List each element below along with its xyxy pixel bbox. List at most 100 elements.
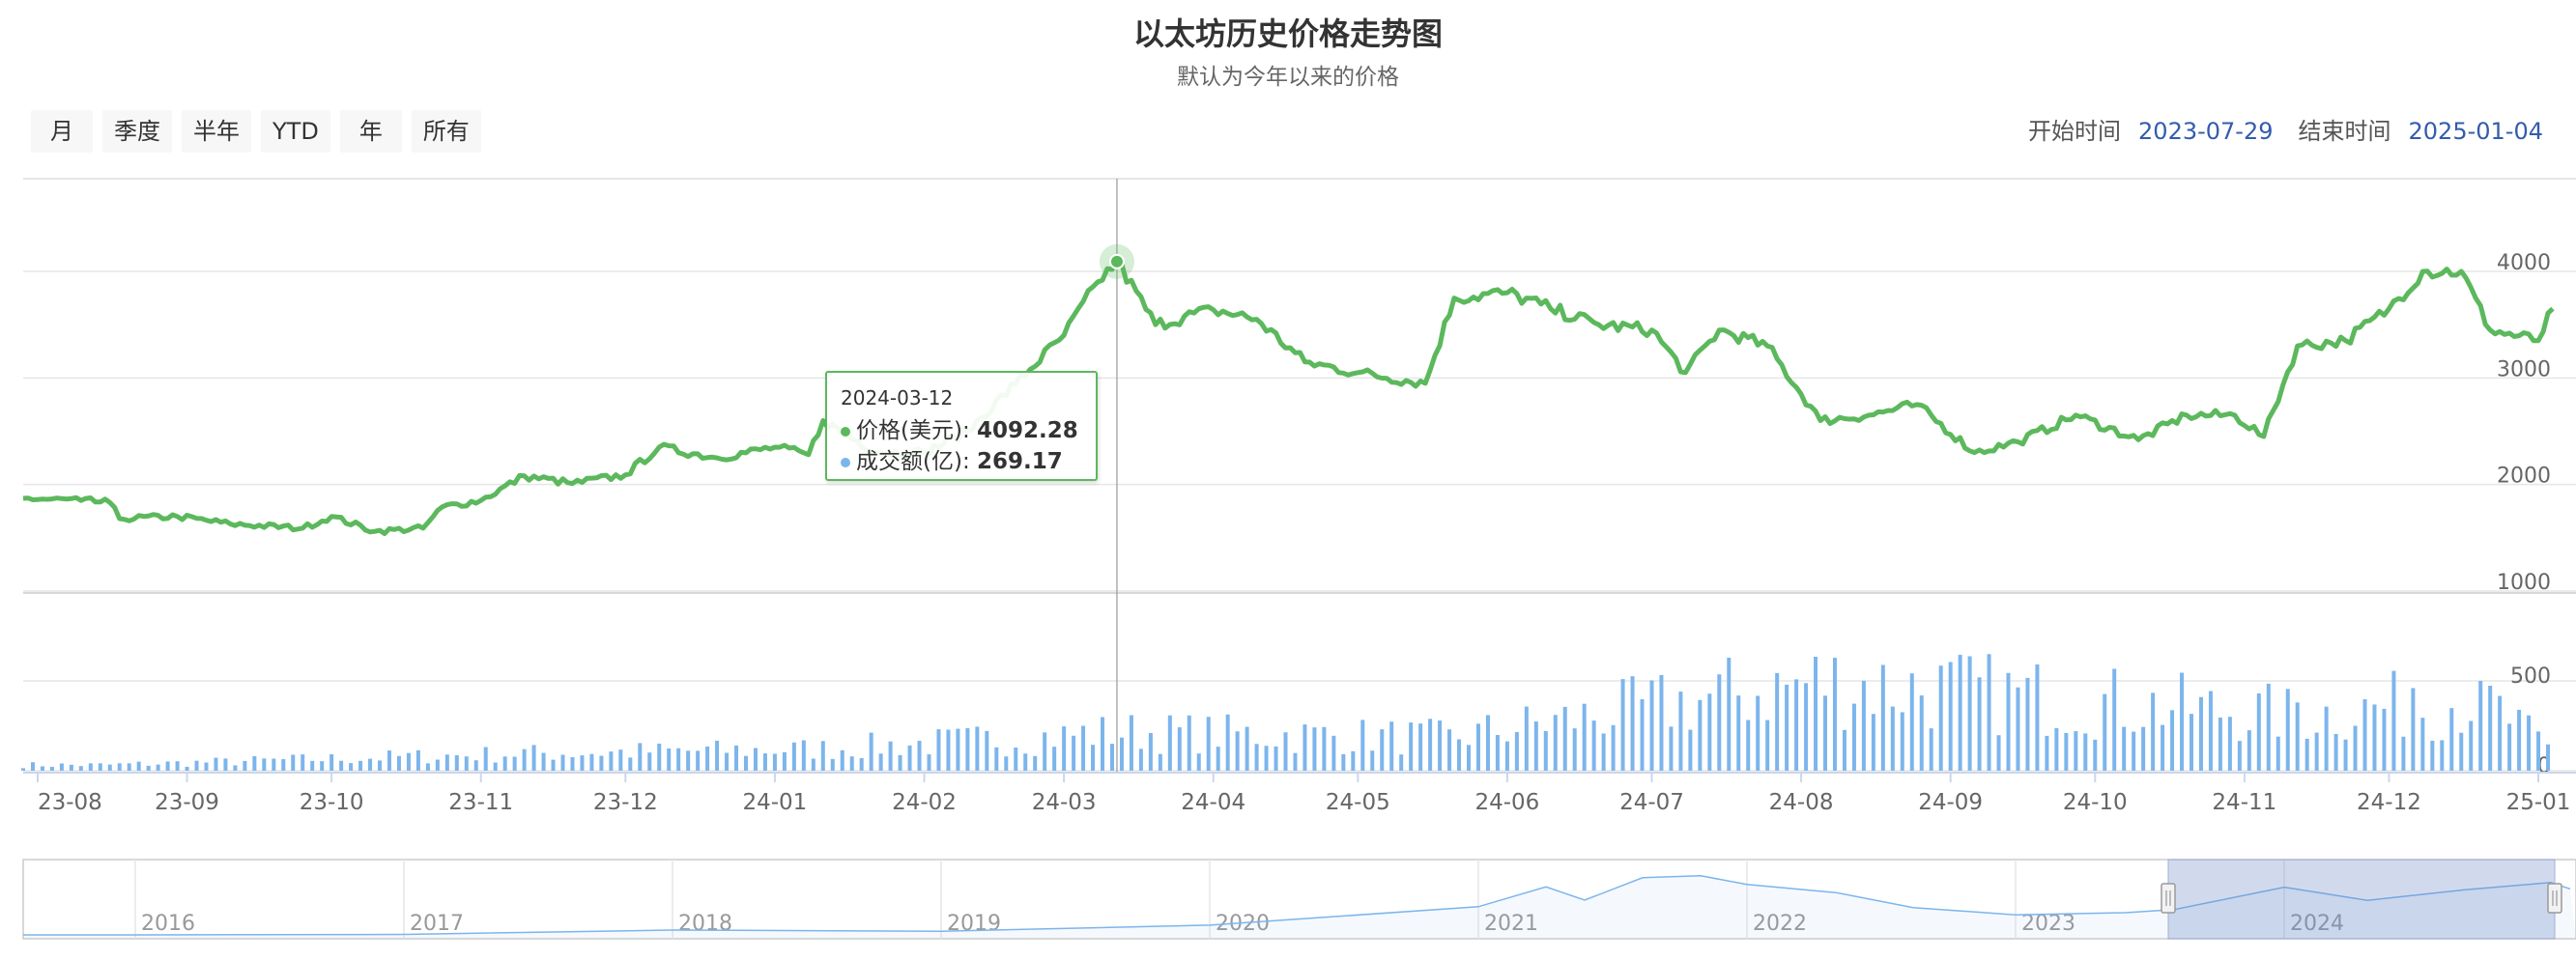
volume-bar <box>609 751 614 771</box>
volume-bar <box>1678 692 1683 771</box>
volume-bar <box>1717 674 1722 771</box>
volume-bar <box>1958 654 1962 771</box>
volume-bar <box>1514 732 1519 771</box>
x-axis-tick-label: 24-07 <box>1619 790 1684 815</box>
volume-bar <box>2536 731 2541 771</box>
volume-bar <box>1591 720 1596 771</box>
volume-bar <box>194 760 199 771</box>
volume-bar <box>1832 658 1837 771</box>
volume-bar <box>1043 732 1047 771</box>
volume-bar <box>1794 679 1799 771</box>
volume-bar <box>2064 733 2069 771</box>
price-series-dot-icon <box>841 426 850 437</box>
volume-bar <box>69 764 73 771</box>
range-button-all[interactable]: 所有 <box>411 110 481 153</box>
volume-bar <box>1428 719 1433 771</box>
volume-bar <box>156 764 160 771</box>
navigator-year-label: 2016 <box>141 912 195 936</box>
volume-bar <box>1804 683 1809 771</box>
volume-bar <box>1341 753 1346 771</box>
volume-bar <box>2314 732 2319 771</box>
volume-bar <box>107 764 112 771</box>
volume-bar <box>435 759 440 771</box>
volume-bar <box>1109 744 1114 771</box>
range-button-year[interactable]: 年 <box>339 110 402 153</box>
range-button-half-year[interactable]: 半年 <box>182 110 251 153</box>
volume-bar <box>725 752 730 771</box>
volume-bar <box>589 753 594 771</box>
volume-bar <box>1475 723 1480 771</box>
volume-bar <box>849 756 854 771</box>
navigator-right-handle[interactable] <box>2547 883 2562 914</box>
volume-bar <box>638 743 643 771</box>
volume-bar <box>772 753 777 771</box>
volume-bar <box>2295 702 2300 771</box>
volume-bar <box>1611 724 1616 771</box>
volume-bar <box>1485 715 1490 771</box>
volume-bar <box>1322 726 1327 771</box>
volume-bar <box>2449 708 2454 771</box>
volume-bar <box>59 763 64 771</box>
x-axis-tick-label: 24-05 <box>1326 790 1390 815</box>
volume-bar <box>378 760 383 771</box>
start-date-input[interactable]: 2023-07-29 <box>2138 118 2274 145</box>
volume-bar <box>2469 720 2474 771</box>
volume-bar <box>599 755 604 771</box>
volume-bar <box>1562 706 1567 771</box>
range-button-quarter[interactable]: 季度 <box>102 110 172 153</box>
volume-bar <box>2132 731 2136 771</box>
range-button-ytd[interactable]: YTD <box>261 110 330 153</box>
volume-bar <box>1235 731 1240 771</box>
navigator-year-label: 2018 <box>678 912 732 936</box>
volume-bar <box>2247 730 2251 771</box>
volume-bar <box>98 763 102 771</box>
volume-bar <box>1399 754 1404 771</box>
volume-bar <box>1457 739 1462 771</box>
x-axis-tick-label: 24-04 <box>1181 790 1245 815</box>
volume-bar <box>30 762 35 771</box>
volume-bar <box>2478 681 2483 771</box>
price-axis-tick-label: 2000 <box>2497 465 2551 489</box>
volume-bar <box>2362 699 2367 771</box>
volume-bar <box>541 752 546 771</box>
volume-bar <box>869 732 873 771</box>
volume-bar <box>329 753 334 771</box>
volume-bar <box>358 760 363 771</box>
volume-bar <box>1081 725 1086 771</box>
x-axis-tick-label: 24-01 <box>742 790 807 815</box>
volume-bar <box>1900 712 1904 771</box>
volume-bar <box>1890 706 1895 771</box>
volume-bar <box>522 748 527 771</box>
x-axis-tick-label: 24-06 <box>1474 790 1539 815</box>
volume-bar <box>2170 710 2175 771</box>
volume-bar <box>1919 695 1924 771</box>
end-date-input[interactable]: 2025-01-04 <box>2408 118 2543 145</box>
volume-bar <box>1072 735 1076 771</box>
volume-bar <box>1177 727 1182 771</box>
volume-bar <box>1688 729 1693 771</box>
volume-bar <box>204 762 209 771</box>
volume-bar <box>744 755 748 771</box>
volume-bar <box>281 759 286 771</box>
date-range-inputs: 开始时间 2023-07-29 结束时间 2025-01-04 <box>2028 110 2551 153</box>
navigator-left-handle[interactable] <box>2161 883 2176 914</box>
volume-bar <box>2382 708 2387 771</box>
volume-bar <box>1756 695 1760 771</box>
volume-bar <box>1649 680 1654 771</box>
hover-point <box>1108 253 1125 269</box>
volume-bar <box>2141 726 2146 771</box>
volume-bar <box>936 729 941 771</box>
volume-bar <box>1572 728 1577 771</box>
volume-bar <box>580 755 585 771</box>
volume-bar <box>1033 755 1038 771</box>
range-button-month[interactable]: 月 <box>31 110 93 153</box>
x-axis-tick-label: 24-02 <box>892 790 957 815</box>
volume-bar <box>2161 724 2165 771</box>
volume-bar <box>78 766 83 771</box>
volume-bar <box>1871 714 1875 771</box>
x-axis-tick-label: 24-12 <box>2357 790 2421 815</box>
volume-bar <box>502 756 507 771</box>
volume-bar <box>2401 736 2406 771</box>
chart-subtitle: 默认为今年以来的价格 <box>1177 65 1399 90</box>
